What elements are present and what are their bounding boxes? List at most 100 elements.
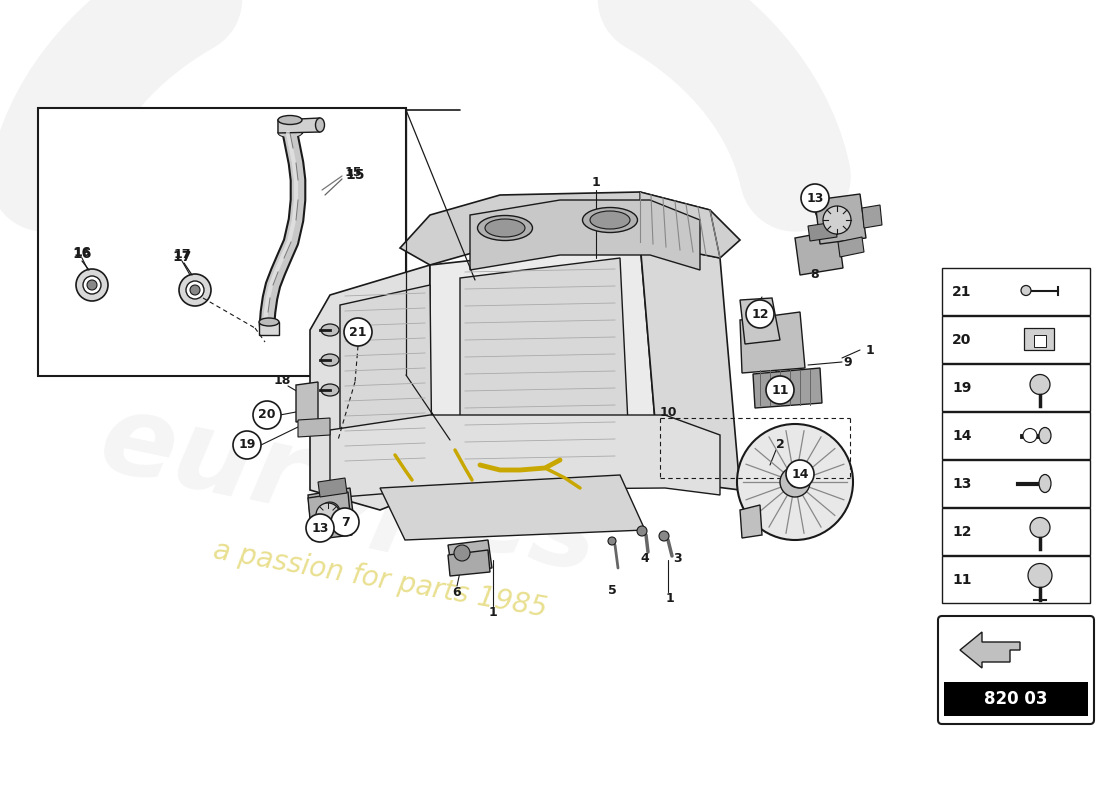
Text: 16: 16 [73,247,91,261]
Bar [942,316,1090,363]
Text: 1: 1 [592,175,601,189]
Circle shape [316,503,340,527]
Bar [39,108,406,376]
Polygon shape [448,550,490,576]
Circle shape [454,545,470,561]
Circle shape [1023,429,1037,442]
Circle shape [786,460,814,488]
Ellipse shape [477,215,532,241]
Circle shape [746,300,774,328]
Circle shape [801,184,829,212]
Polygon shape [470,200,700,270]
Ellipse shape [485,219,525,237]
Ellipse shape [258,318,279,326]
Text: 8: 8 [811,269,819,282]
Polygon shape [795,230,843,275]
Polygon shape [430,242,660,490]
Circle shape [306,514,334,542]
Text: 19: 19 [239,438,255,451]
Circle shape [766,376,794,404]
Text: 12: 12 [952,525,971,538]
FancyBboxPatch shape [938,616,1094,724]
Polygon shape [740,505,762,538]
Text: 11: 11 [952,573,971,586]
Circle shape [76,269,108,301]
Polygon shape [258,322,279,335]
Ellipse shape [278,115,303,125]
Bar [942,412,1090,459]
Circle shape [186,281,204,299]
Polygon shape [460,258,630,478]
Polygon shape [296,382,318,422]
Text: 4: 4 [640,551,649,565]
Polygon shape [640,192,720,258]
Polygon shape [754,368,822,408]
Circle shape [1030,374,1050,394]
Text: 11: 11 [771,383,789,397]
Ellipse shape [1040,474,1050,493]
Bar [1034,334,1046,346]
Text: 1: 1 [866,343,874,357]
Polygon shape [838,237,864,257]
Text: 17: 17 [174,249,190,262]
Circle shape [608,537,616,545]
Circle shape [1030,518,1050,538]
Text: 20: 20 [258,409,276,422]
Circle shape [1021,286,1031,295]
Polygon shape [318,478,346,497]
Text: 1: 1 [666,591,674,605]
Text: 15: 15 [344,166,362,178]
Bar [942,556,1090,603]
Text: 14: 14 [952,429,971,442]
Bar [942,508,1090,555]
Polygon shape [308,488,355,537]
Text: 13: 13 [806,191,824,205]
Polygon shape [448,540,492,572]
Text: 6: 6 [453,586,461,598]
Polygon shape [310,265,430,510]
Circle shape [344,318,372,346]
Circle shape [179,274,211,306]
Ellipse shape [1040,427,1050,443]
Ellipse shape [583,207,638,233]
Polygon shape [740,298,780,344]
Text: 15: 15 [345,168,365,182]
Circle shape [1028,563,1052,587]
Ellipse shape [316,118,324,132]
Text: 7: 7 [341,515,350,529]
Circle shape [82,276,101,294]
Circle shape [233,431,261,459]
Circle shape [790,477,800,487]
Circle shape [331,508,359,536]
Circle shape [637,526,647,536]
Circle shape [87,280,97,290]
Text: 3: 3 [673,551,681,565]
Text: 1: 1 [488,606,497,618]
Polygon shape [340,285,432,480]
Text: 17: 17 [173,250,191,264]
Text: 18: 18 [273,374,290,386]
Circle shape [823,206,851,234]
Bar [942,460,1090,507]
Bar [1024,327,1054,350]
Circle shape [320,502,340,522]
Text: 20: 20 [952,333,971,346]
Circle shape [190,285,200,295]
Text: 21: 21 [952,285,971,298]
Text: 13: 13 [952,477,971,490]
Text: 2: 2 [776,438,784,450]
Circle shape [659,531,669,541]
Polygon shape [308,492,352,540]
Bar [942,364,1090,411]
Polygon shape [862,205,882,228]
Ellipse shape [590,211,630,229]
Text: europes: europes [91,385,609,595]
Polygon shape [278,118,320,133]
Ellipse shape [321,324,339,336]
Polygon shape [330,415,720,498]
Polygon shape [808,222,837,241]
Polygon shape [298,418,330,437]
Text: 820 03: 820 03 [984,690,1047,708]
Bar [944,682,1088,716]
Text: 19: 19 [952,381,971,394]
